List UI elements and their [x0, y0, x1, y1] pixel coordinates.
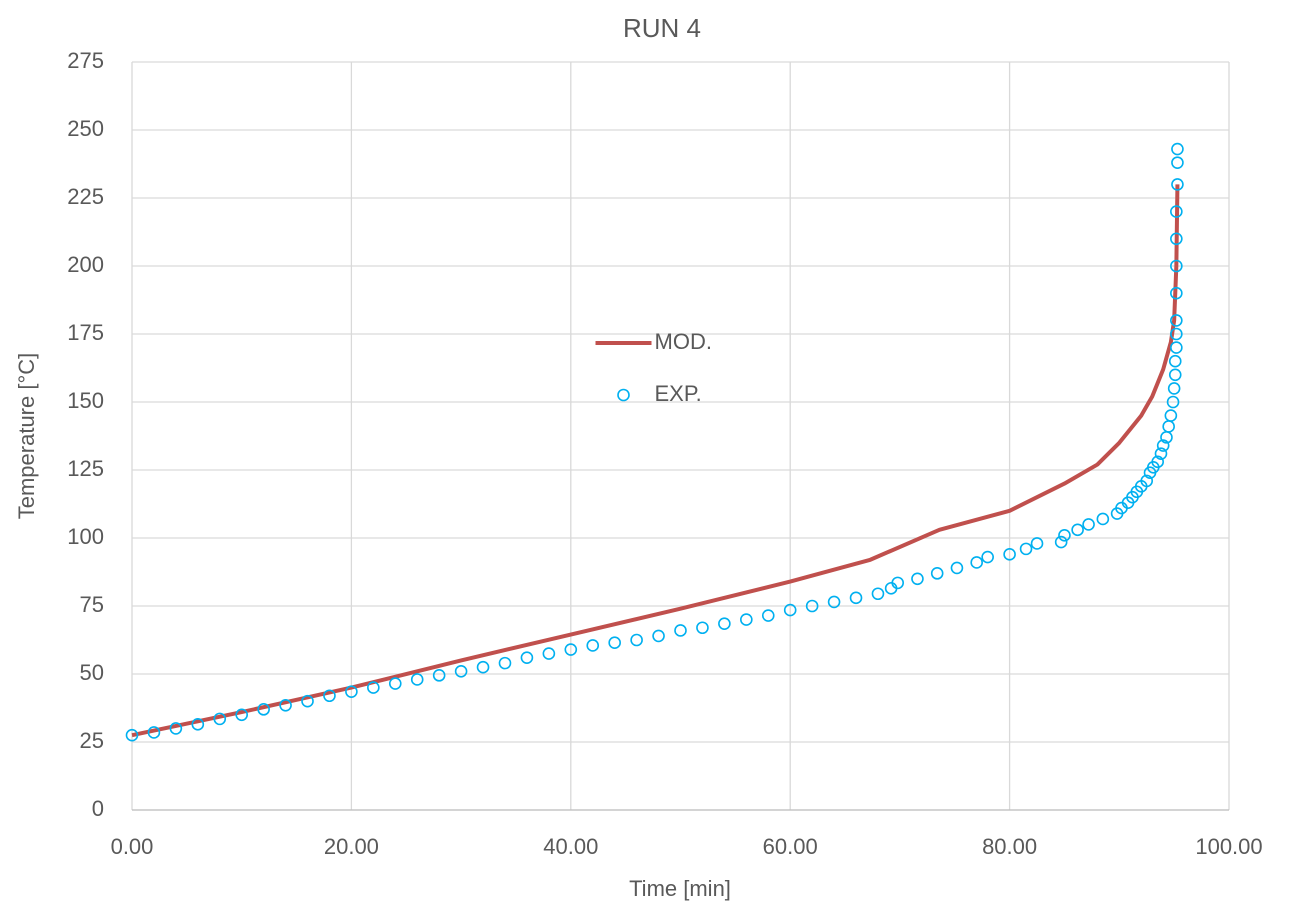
legend-label: EXP.: [655, 381, 702, 406]
marker: [410, 673, 424, 686]
marker: [1058, 528, 1071, 542]
marker: [432, 669, 446, 682]
marker: [871, 587, 885, 601]
marker: [147, 726, 161, 739]
marker: [169, 722, 183, 735]
marker: [1171, 156, 1184, 169]
marker: [930, 567, 944, 580]
marker: [586, 639, 600, 652]
y-tick-label: 100: [67, 524, 104, 549]
y-tick-label: 25: [80, 728, 104, 753]
marker: [301, 694, 314, 708]
marker: [213, 712, 227, 726]
marker: [827, 595, 841, 609]
marker: [1082, 518, 1095, 531]
line-series: [131, 184, 1180, 738]
marker: [520, 651, 534, 664]
marker: [674, 624, 687, 637]
marker: [1162, 420, 1175, 433]
marker: [1170, 327, 1183, 341]
marker: [630, 633, 643, 647]
marker: [1019, 542, 1033, 556]
y-tick-label: 0: [92, 796, 104, 821]
marker: [761, 609, 775, 622]
marker: [279, 698, 292, 712]
marker: [1166, 395, 1180, 409]
marker: [1171, 178, 1184, 191]
marker: [1171, 142, 1184, 156]
marker: [1170, 314, 1183, 327]
marker: [1168, 368, 1182, 382]
chart-title: RUN 4: [623, 13, 701, 43]
legend-swatch: [617, 388, 630, 402]
marker: [1170, 205, 1183, 218]
y-tick-label: 175: [67, 320, 104, 345]
marker: [454, 664, 468, 678]
marker: [1170, 259, 1183, 273]
marker: [970, 556, 983, 569]
marker: [476, 660, 490, 674]
marker: [1170, 286, 1183, 300]
marker: [1170, 232, 1183, 246]
marker: [367, 681, 380, 694]
x-tick-label: 80.00: [982, 834, 1037, 859]
marker: [652, 629, 665, 643]
marker: [718, 617, 731, 630]
marker: [1168, 354, 1182, 368]
x-tick-label: 0.00: [111, 834, 154, 859]
y-axis-label: Temperature [°C]: [14, 353, 39, 520]
x-axis-label: Time [min]: [629, 876, 731, 901]
marker: [498, 656, 512, 670]
y-tick-label: 75: [80, 592, 104, 617]
x-tick-label: 60.00: [763, 834, 818, 859]
marker: [1140, 474, 1154, 488]
marker: [950, 561, 964, 575]
marker: [345, 685, 358, 698]
y-tick-label: 125: [67, 456, 104, 481]
marker: [323, 689, 336, 703]
marker: [1003, 548, 1016, 561]
legend-label: MOD.: [655, 329, 712, 354]
marker: [805, 599, 819, 613]
y-tick-label: 150: [67, 388, 104, 413]
marker: [891, 576, 905, 590]
y-tick-label: 250: [67, 116, 104, 141]
marker: [1170, 341, 1183, 354]
marker: [1156, 439, 1170, 452]
marker: [911, 572, 924, 586]
marker: [849, 591, 863, 605]
marker: [981, 550, 994, 564]
marker: [257, 703, 270, 716]
marker: [1164, 409, 1178, 422]
y-tick-label: 50: [80, 660, 104, 685]
marker: [783, 603, 797, 617]
marker: [564, 643, 578, 656]
marker: [235, 708, 248, 722]
marker: [542, 647, 556, 660]
marker: [696, 621, 709, 635]
y-tick-label: 275: [67, 48, 104, 73]
x-tick-label: 40.00: [543, 834, 598, 859]
x-tick-label: 100.00: [1195, 834, 1262, 859]
marker: [125, 728, 139, 742]
marker: [1154, 447, 1168, 460]
marker: [608, 636, 621, 650]
y-tick-label: 225: [67, 184, 104, 209]
marker: [1096, 512, 1110, 526]
marker: [1054, 535, 1068, 549]
marker: [740, 613, 753, 626]
marker: [1151, 455, 1164, 469]
y-tick-label: 200: [67, 252, 104, 277]
marker: [388, 677, 402, 690]
marker: [1030, 537, 1044, 550]
marker: [191, 718, 205, 731]
marker: [1167, 382, 1181, 395]
x-tick-label: 20.00: [324, 834, 379, 859]
marker: [1071, 523, 1084, 537]
